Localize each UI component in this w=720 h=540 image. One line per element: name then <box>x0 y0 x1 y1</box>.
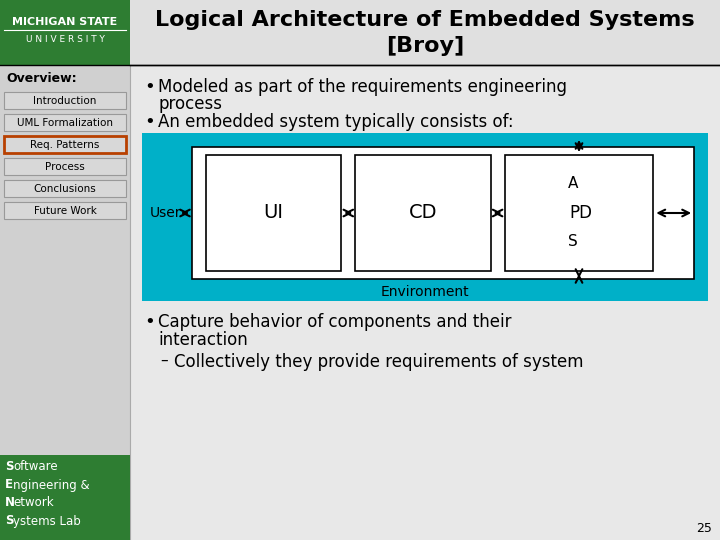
Bar <box>4 158 126 175</box>
Text: Collectively they provide requirements of system: Collectively they provide requirements o… <box>174 353 583 371</box>
Text: ngineering &: ngineering & <box>13 478 89 491</box>
Bar <box>4 202 126 219</box>
Text: N: N <box>5 496 15 510</box>
Text: U N I V E R S I T Y: U N I V E R S I T Y <box>26 36 104 44</box>
Text: Modeled as part of the requirements engineering: Modeled as part of the requirements engi… <box>158 78 567 96</box>
Text: Overview:: Overview: <box>6 72 76 85</box>
Text: CD: CD <box>409 204 437 222</box>
Bar <box>0 65 130 540</box>
Text: A: A <box>568 177 578 192</box>
Bar <box>0 0 130 65</box>
Text: ystems Lab: ystems Lab <box>13 515 81 528</box>
Text: Capture behavior of components and their: Capture behavior of components and their <box>158 313 511 331</box>
Text: PD: PD <box>570 204 593 222</box>
Text: etwork: etwork <box>13 496 53 510</box>
Text: UI: UI <box>264 204 284 222</box>
Bar <box>206 155 341 271</box>
Bar <box>4 92 126 109</box>
Text: User: User <box>150 206 181 220</box>
Text: S: S <box>568 234 578 249</box>
Bar <box>4 180 126 197</box>
Text: Req. Patterns: Req. Patterns <box>30 140 99 150</box>
Text: S: S <box>5 515 14 528</box>
Text: MICHIGAN STATE: MICHIGAN STATE <box>12 17 117 27</box>
Text: An embedded system typically consists of:: An embedded system typically consists of… <box>158 113 513 131</box>
Text: [Broy]: [Broy] <box>386 36 464 56</box>
Bar <box>505 155 654 271</box>
Text: interaction: interaction <box>158 331 248 349</box>
Text: Introduction: Introduction <box>33 96 96 106</box>
Text: Process: Process <box>45 162 85 172</box>
Text: •: • <box>144 313 155 331</box>
Text: •: • <box>144 78 155 96</box>
Bar <box>192 147 694 279</box>
Text: process: process <box>158 95 222 113</box>
Text: UML Formalization: UML Formalization <box>17 118 113 128</box>
Text: Future Work: Future Work <box>34 206 96 216</box>
Text: 25: 25 <box>696 522 712 535</box>
Text: E: E <box>5 478 13 491</box>
Text: Conclusions: Conclusions <box>34 184 96 194</box>
Bar <box>142 133 708 301</box>
Bar <box>355 155 490 271</box>
Text: Environment: Environment <box>381 285 469 299</box>
Bar <box>4 114 126 131</box>
Text: oftware: oftware <box>13 461 58 474</box>
Bar <box>0 0 720 65</box>
Text: –: – <box>160 353 168 368</box>
Bar <box>4 136 126 153</box>
Bar <box>0 455 130 540</box>
Text: •: • <box>144 113 155 131</box>
Text: Logical Architecture of Embedded Systems: Logical Architecture of Embedded Systems <box>156 10 695 30</box>
Text: S: S <box>5 461 14 474</box>
